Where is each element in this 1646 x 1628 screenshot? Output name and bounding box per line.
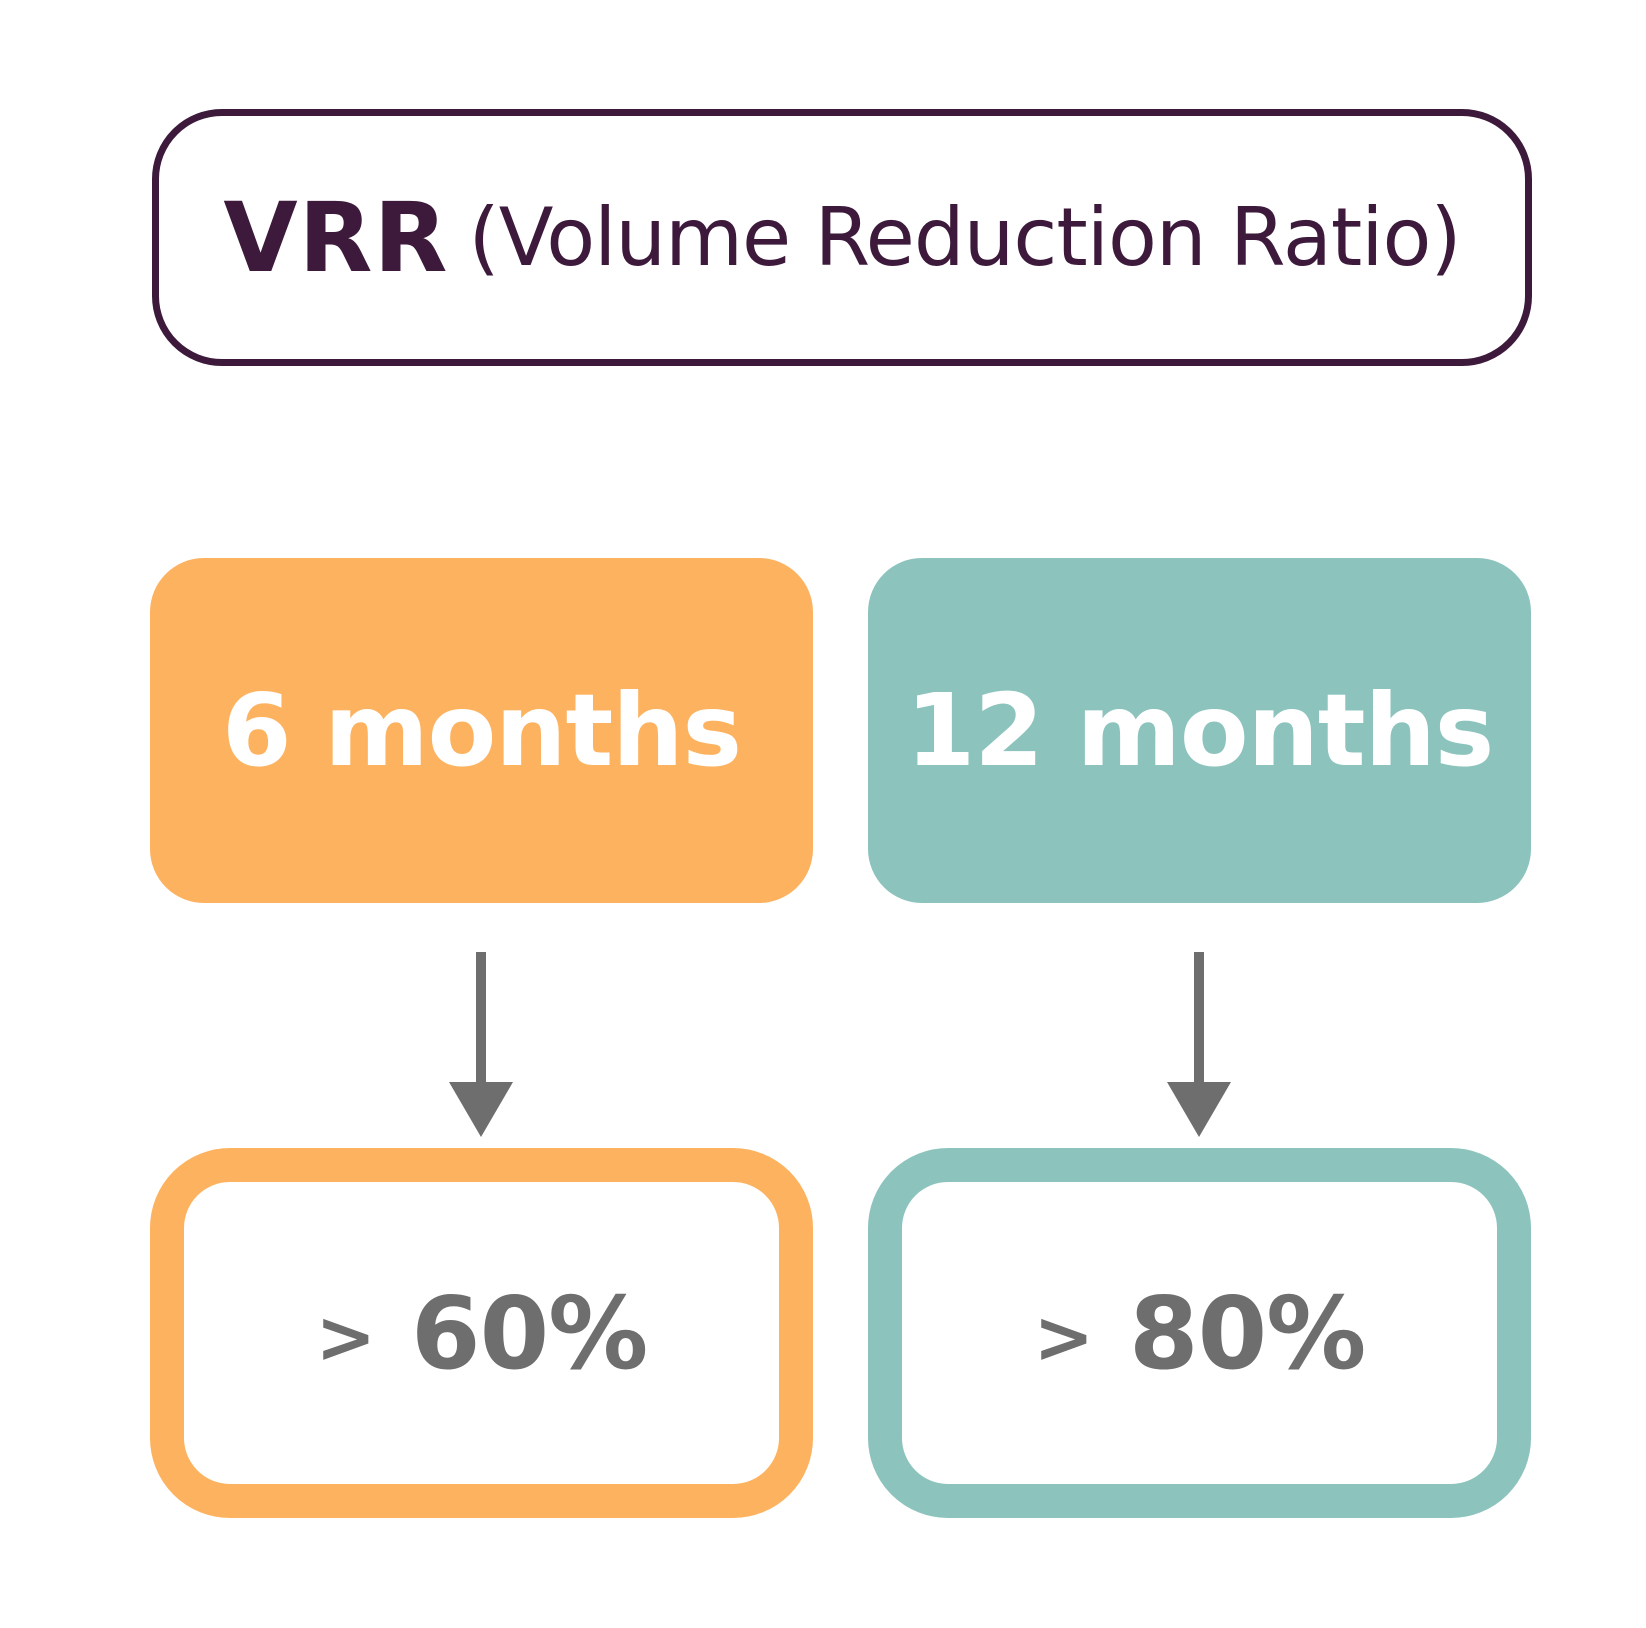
- result-prefix: >: [315, 1295, 376, 1379]
- period-box-6-months: 6 months: [150, 558, 813, 903]
- arrow-down-icon-left: [449, 952, 513, 1137]
- title-full-name: (Volume Reduction Ratio): [468, 191, 1462, 284]
- title-abbreviation: VRR: [223, 181, 449, 294]
- period-label: 12 months: [905, 672, 1495, 789]
- result-value: 80%: [1128, 1274, 1366, 1392]
- period-box-12-months: 12 months: [868, 558, 1531, 903]
- period-label: 6 months: [221, 672, 742, 789]
- title-box: VRR (Volume Reduction Ratio): [152, 109, 1532, 366]
- result-prefix: >: [1033, 1295, 1094, 1379]
- result-value: 60%: [410, 1274, 648, 1392]
- result-box-12-months: > 80%: [868, 1148, 1531, 1518]
- result-box-6-months: > 60%: [150, 1148, 813, 1518]
- arrow-down-icon-right: [1167, 952, 1231, 1137]
